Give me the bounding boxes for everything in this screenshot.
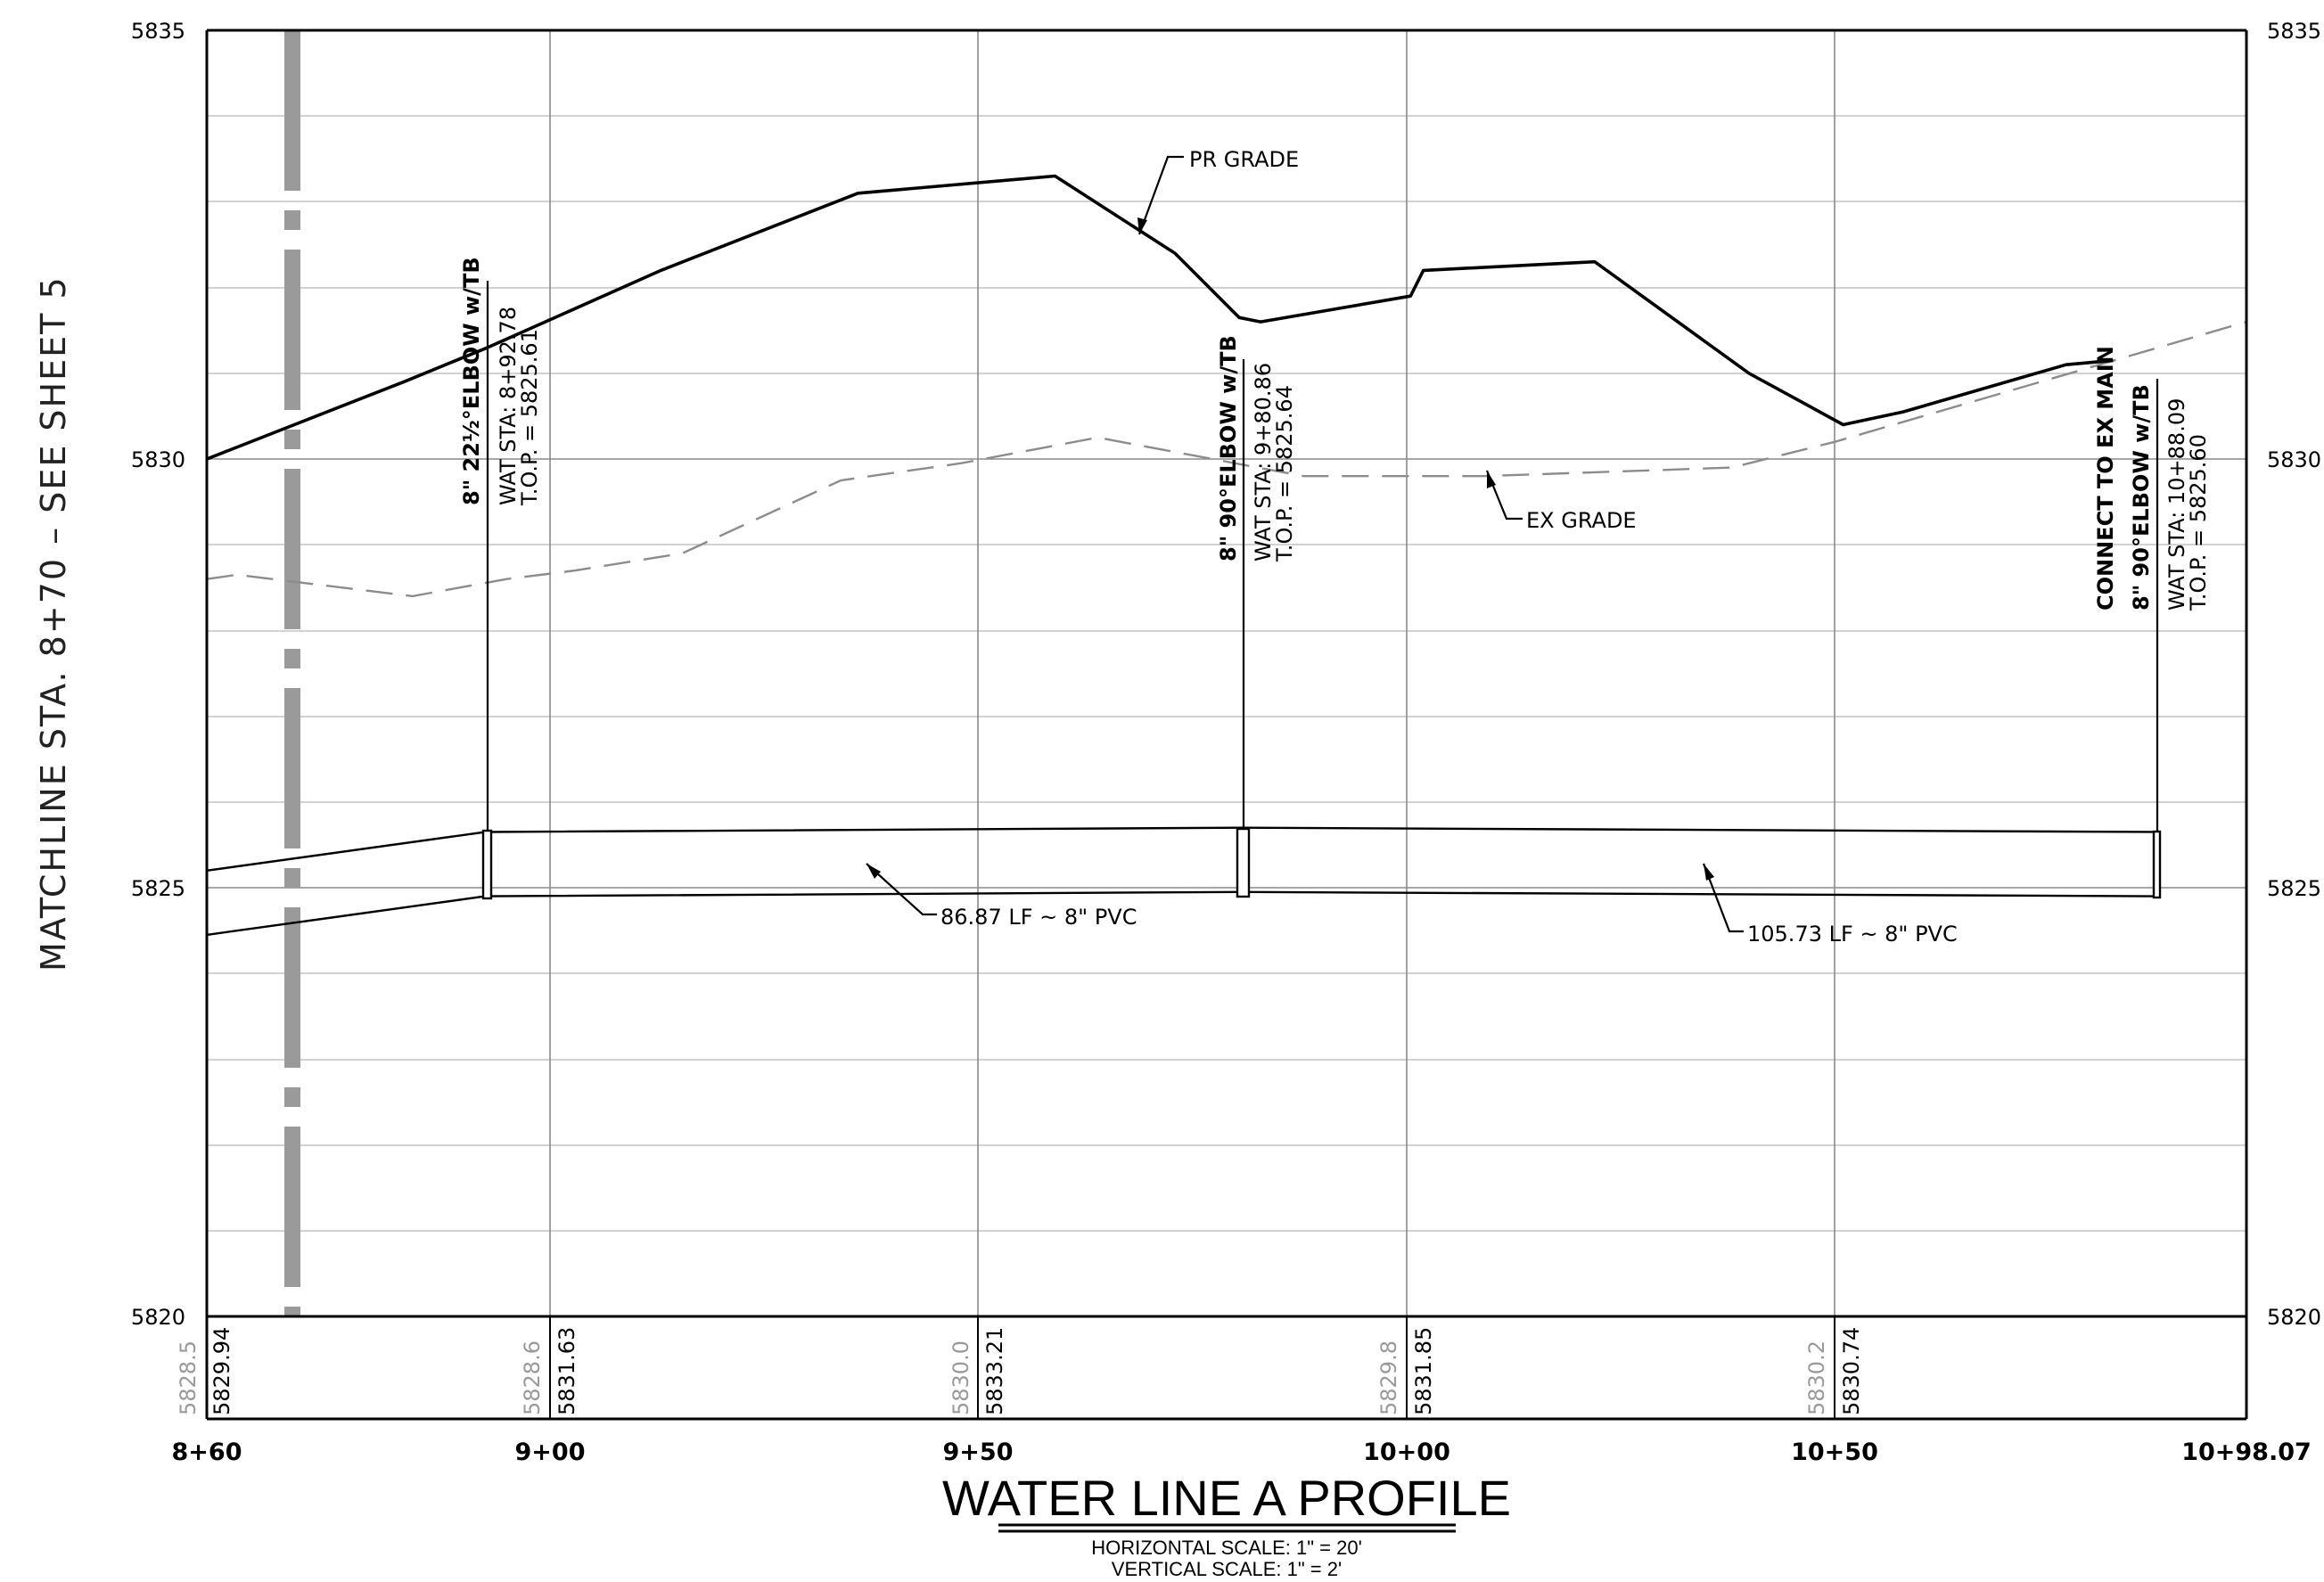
water-pipe — [206, 826, 2162, 937]
major-gridlines — [207, 458, 2246, 889]
elev-left-5830: 5830 — [131, 447, 185, 472]
grade-band: 5828.5 5829.94 5828.6 5831.63 5830.0 583… — [176, 1327, 1864, 1415]
band-pr-4: 5831.85 — [1411, 1327, 1436, 1415]
band-pr-2: 5831.63 — [554, 1327, 579, 1415]
fitting-2-line1: 8" 90°ELBOW w/TB — [1216, 335, 1241, 561]
band-ex-1: 5828.5 — [176, 1340, 201, 1415]
station-gridlines — [549, 30, 1835, 1316]
ex-grade-callout: EX GRADE — [1485, 470, 1637, 533]
profile-title: WATER LINE A PROFILE — [942, 1470, 1511, 1526]
elev-right-5835: 5835 — [2267, 19, 2321, 44]
band-pr-1: 5829.94 — [209, 1327, 234, 1415]
pipe-bottom-line — [206, 890, 2161, 937]
pipe-top-line — [206, 826, 2161, 872]
band-ex-2: 5828.6 — [520, 1340, 545, 1415]
fitting-3-line2: WAT STA: 10+88.09 — [2164, 398, 2189, 611]
station-950: 9+50 — [943, 1439, 1014, 1466]
right-elevation-axis: 5835 5830 5825 5820 — [2267, 19, 2321, 1330]
matchline-label: MATCHLINE STA. 8+70 – SEE SHEET 5 — [34, 275, 73, 971]
fitting-3-line3: T.O.P. = 5825.60 — [2186, 434, 2211, 611]
station-axis: 8+60 9+00 9+50 10+00 10+50 10+98.07 — [172, 1439, 2312, 1466]
pipe-run-2-label: 105.73 LF ~ 8" PVC — [1747, 922, 1958, 947]
fitting-2-line3: T.O.P. = 5825.64 — [1272, 385, 1297, 562]
pr-grade-layer — [206, 174, 2114, 461]
band-ex-5: 5830.2 — [1804, 1340, 1829, 1415]
left-elevation-axis: 5835 5830 5825 5820 — [131, 19, 185, 1330]
elev-left-5825: 5825 — [131, 876, 185, 901]
band-pr-3: 5833.21 — [982, 1327, 1007, 1415]
station-860: 8+60 — [172, 1439, 242, 1466]
pr-grade-line — [206, 174, 2114, 461]
band-ex-3: 5830.0 — [948, 1340, 973, 1415]
fitting-label-2: 8" 90°ELBOW w/TB WAT STA: 9+80.86 T.O.P.… — [1216, 335, 1297, 562]
profile-frame — [205, 29, 2248, 1421]
fitting-1-line1: 8" 22½°ELBOW w/TB — [459, 257, 484, 505]
band-pr-5: 5830.74 — [1839, 1327, 1864, 1415]
elev-right-5820: 5820 — [2267, 1305, 2321, 1330]
station-1000: 10+00 — [1363, 1439, 1450, 1466]
fitting-leaders — [486, 281, 2159, 832]
elev-right-5830: 5830 — [2267, 447, 2321, 472]
fitting-box-3 — [2152, 830, 2162, 899]
pr-grade-callout: PR GRADE — [1137, 147, 1299, 235]
horizontal-scale: HORIZONTAL SCALE: 1" = 20' — [1091, 1537, 1362, 1559]
fitting-3-line1: 8" 90°ELBOW w/TB — [2129, 384, 2154, 611]
pipe-run-1-label: 86.87 LF ~ 8" PVC — [940, 905, 1137, 930]
station-109807: 10+98.07 — [2181, 1439, 2312, 1466]
ex-grade-label: EX GRADE — [1526, 508, 1637, 533]
elev-left-5835: 5835 — [131, 19, 185, 44]
fitting-box-2 — [1236, 827, 1251, 898]
elev-right-5825: 5825 — [2267, 876, 2321, 901]
pipe-run-1-callout: 86.87 LF ~ 8" PVC — [866, 863, 1137, 930]
pipe-run-2-callout: 105.73 LF ~ 8" PVC — [1702, 863, 1958, 947]
minor-gridlines — [207, 115, 2246, 1232]
fitting-box-1 — [481, 829, 493, 900]
ex-grade-line — [206, 320, 2247, 598]
fitting-1-line3: T.O.P. = 5825.61 — [517, 329, 542, 506]
station-900: 9+00 — [515, 1439, 586, 1466]
station-1050: 10+50 — [1791, 1439, 1878, 1466]
fitting-label-1: 8" 22½°ELBOW w/TB WAT STA: 8+92.78 T.O.P… — [459, 257, 542, 506]
ex-grade-layer — [206, 320, 2247, 598]
title-block: WATER LINE A PROFILE HORIZONTAL SCALE: 1… — [942, 1470, 1511, 1580]
band-ex-4: 5829.8 — [1376, 1340, 1401, 1415]
fitting-label-3: CONNECT TO EX MAIN 8" 90°ELBOW w/TB WAT … — [2093, 346, 2211, 611]
fitting-2-line2: WAT STA: 9+80.86 — [1251, 363, 1276, 561]
fitting-3-line0: CONNECT TO EX MAIN — [2093, 346, 2118, 611]
vertical-scale: VERTICAL SCALE: 1" = 2' — [1112, 1558, 1342, 1580]
elev-left-5820: 5820 — [131, 1305, 185, 1330]
fitting-1-line2: WAT STA: 8+92.78 — [496, 307, 521, 505]
pr-grade-label: PR GRADE — [1189, 147, 1299, 172]
band-ticks — [549, 1316, 1835, 1419]
